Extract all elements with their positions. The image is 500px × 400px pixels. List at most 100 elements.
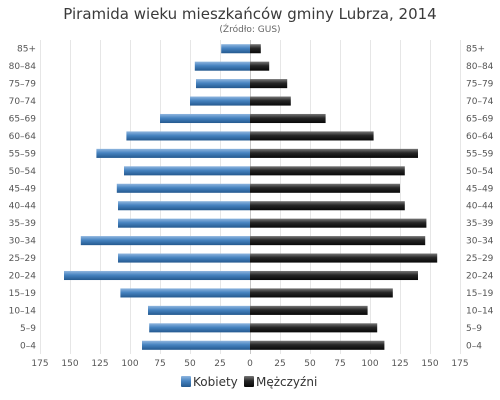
legend-item-mezczyzni[interactable]: Mężczyźni [244, 375, 317, 389]
bar-mezczyzni-15[interactable] [250, 79, 288, 89]
bar-mezczyzni-2[interactable] [250, 305, 368, 315]
bar-kobiety-8[interactable] [118, 201, 250, 211]
x-tick-label-8: 25 [274, 359, 285, 369]
bar-kobiety-4[interactable] [64, 270, 250, 281]
category-label-left-13: 65–69 [9, 115, 37, 125]
category-label-right-3: 15–19 [466, 289, 494, 299]
x-tick-label-7: 0 [247, 359, 253, 369]
x-tick-label-2: 125 [91, 359, 108, 369]
x-tick-label-9: 50 [304, 359, 316, 369]
category-label-right-0: 0–4 [466, 341, 482, 351]
bar-kobiety-5[interactable] [118, 253, 250, 263]
category-label-left-17: 85+ [17, 45, 36, 55]
bar-mezczyzni-6[interactable] [250, 236, 426, 246]
x-tick-label-0: 175 [31, 359, 48, 369]
x-axis-ticks: 175 150 125 100 75 50 25 0 25 50 75 100 125 150 175 [31, 359, 468, 369]
legend: Kobiety Mężczyźni [181, 375, 317, 389]
category-label-left-11: 55–59 [9, 149, 37, 159]
bar-mezczyzni-4[interactable] [250, 270, 418, 281]
bar-mezczyzni-12[interactable] [250, 131, 374, 141]
category-label-right-7: 35–39 [466, 219, 494, 229]
category-label-left-1: 5–9 [20, 324, 36, 334]
x-tick-label-6: 25 [214, 359, 225, 369]
bar-mezczyzni-17[interactable] [250, 44, 261, 54]
category-label-right-2: 10–14 [466, 306, 494, 316]
bar-mezczyzni-14[interactable] [250, 96, 291, 106]
category-label-left-14: 70–74 [9, 97, 37, 107]
category-label-left-12: 60–64 [9, 132, 37, 142]
bar-kobiety-16[interactable] [194, 61, 250, 71]
bar-mezczyzni-7[interactable] [250, 218, 427, 228]
bar-kobiety-1[interactable] [149, 323, 250, 333]
x-tick-label-1: 150 [61, 359, 78, 369]
bar-mezczyzni-5[interactable] [250, 253, 438, 263]
category-label-left-3: 15–19 [9, 289, 37, 299]
x-tick-label-10: 75 [334, 359, 345, 369]
category-label-right-17: 85+ [466, 45, 485, 55]
chart-subtitle: (Źródło: GUS) [219, 23, 280, 35]
category-label-right-1: 5–9 [466, 324, 482, 334]
category-label-right-13: 65–69 [466, 115, 494, 125]
category-label-left-2: 10–14 [9, 306, 37, 316]
bar-kobiety-11[interactable] [96, 148, 251, 158]
category-label-left-4: 20–24 [9, 272, 37, 282]
chart-title: Piramida wieku mieszkańców gminy Lubrza,… [63, 5, 436, 23]
bar-mezczyzni-9[interactable] [250, 183, 400, 193]
bar-mezczyzni-8[interactable] [250, 201, 405, 211]
category-label-left-10: 50–54 [9, 167, 37, 177]
bar-kobiety-3[interactable] [120, 288, 251, 298]
legend-label-kobiety: Kobiety [193, 375, 238, 389]
bar-kobiety-9[interactable] [116, 183, 250, 193]
category-labels-left: 0–4 5–9 10–14 15–19 20–24 25–29 30–34 35–39 40–4… [9, 45, 37, 352]
bars [64, 44, 438, 350]
category-label-left-6: 30–34 [9, 237, 37, 247]
legend-item-kobiety[interactable]: Kobiety [181, 375, 238, 389]
bar-mezczyzni-3[interactable] [250, 288, 393, 298]
bar-kobiety-0[interactable] [142, 340, 250, 350]
bar-kobiety-7[interactable] [118, 218, 250, 228]
bar-kobiety-15[interactable] [196, 79, 250, 89]
x-tick-label-14: 175 [451, 359, 468, 369]
category-label-right-6: 30–34 [466, 237, 494, 247]
category-label-left-7: 35–39 [9, 219, 37, 229]
bar-kobiety-12[interactable] [126, 131, 250, 141]
category-label-right-4: 20–24 [466, 272, 494, 282]
category-label-right-10: 50–54 [466, 167, 494, 177]
legend-label-mezczyzni: Mężczyźni [256, 375, 317, 389]
category-label-left-5: 25–29 [9, 254, 37, 264]
bar-mezczyzni-11[interactable] [250, 148, 418, 158]
bar-kobiety-10[interactable] [124, 166, 250, 176]
x-tick-label-13: 150 [421, 359, 438, 369]
bar-mezczyzni-10[interactable] [250, 166, 405, 176]
bar-kobiety-2[interactable] [148, 305, 250, 315]
x-tick-label-12: 125 [391, 359, 408, 369]
category-label-right-14: 70–74 [466, 97, 494, 107]
bar-kobiety-6[interactable] [80, 236, 250, 246]
legend-swatch-mezczyzni [244, 376, 254, 387]
category-label-left-0: 0–4 [20, 341, 36, 351]
bar-mezczyzni-13[interactable] [250, 113, 326, 124]
bar-mezczyzni-1[interactable] [250, 323, 378, 333]
category-label-left-16: 80–84 [9, 62, 37, 72]
legend-swatch-kobiety [181, 376, 191, 387]
category-label-right-16: 80–84 [466, 62, 494, 72]
bar-mezczyzni-0[interactable] [250, 340, 385, 350]
bar-mezczyzni-16[interactable] [250, 61, 270, 71]
x-tick-label-5: 50 [184, 359, 196, 369]
bar-kobiety-13[interactable] [160, 113, 250, 124]
category-label-left-8: 40–44 [9, 202, 37, 212]
grid-lines [40, 40, 461, 354]
x-tick-label-4: 75 [154, 359, 165, 369]
bar-kobiety-14[interactable] [190, 96, 250, 106]
category-label-right-5: 25–29 [466, 254, 494, 264]
category-label-left-9: 45–49 [9, 184, 37, 194]
category-label-right-11: 55–59 [466, 149, 494, 159]
category-label-right-15: 75–79 [466, 80, 494, 90]
category-label-right-8: 40–44 [466, 202, 494, 212]
bar-kobiety-17[interactable] [221, 44, 250, 54]
x-tick-label-3: 100 [121, 359, 138, 369]
category-label-right-12: 60–64 [466, 132, 494, 142]
category-label-left-15: 75–79 [9, 80, 37, 90]
